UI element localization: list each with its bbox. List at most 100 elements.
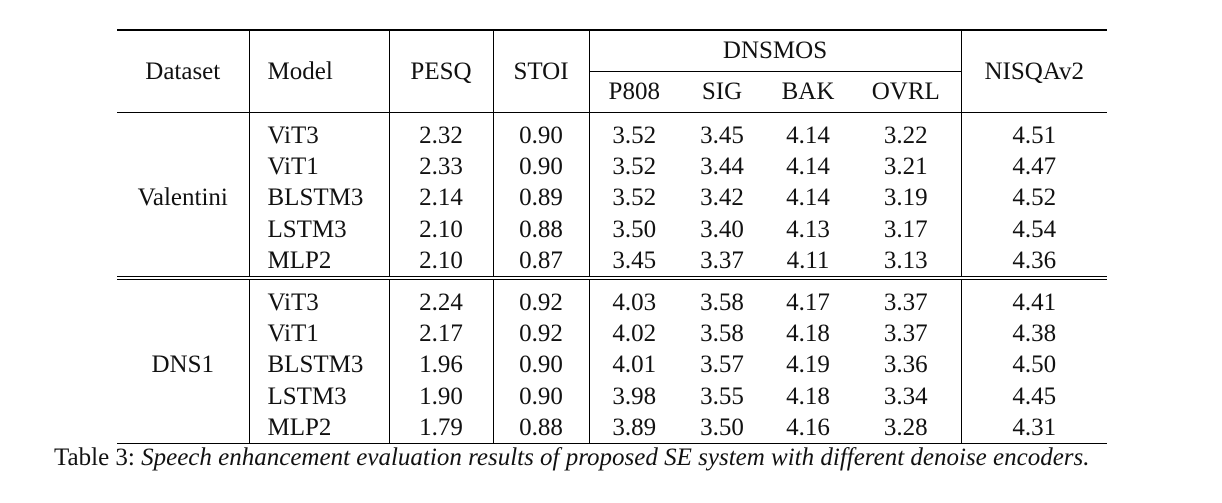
- nisqa-cell: 4.50: [960, 349, 1108, 381]
- nisqa-cell: 4.54: [960, 213, 1108, 245]
- ovrl-cell: 3.37: [883, 289, 928, 317]
- p808-cell: 3.52: [588, 151, 679, 183]
- ovrl-cell: 3.28: [883, 413, 928, 441]
- model-cell: ViT3: [248, 112, 389, 152]
- table-caption: Table 3: Speech enhancement evaluation r…: [54, 444, 1204, 472]
- caption-text: Speech enhancement evaluation results of…: [141, 444, 1090, 471]
- table-row: Valentini ViT3 2.32 0.90 3.52 3.45 4.14 3.22 4.5…: [117, 112, 1108, 280]
- bak-cell: 4.14: [786, 184, 830, 212]
- table-row: LSTM3 1.90 0.90 3.98 3.55 4.18 3.34 4.45: [117, 380, 1108, 412]
- pesq-cell: 2.24: [388, 277, 493, 319]
- pesq-cell: 2.17: [388, 318, 493, 350]
- stoi-cell: 0.90: [492, 380, 589, 412]
- model-cell: BLSTM3: [248, 349, 389, 381]
- table-row: BLSTM3 2.14 0.89 3.52 3.42 4.14 3.19 4.52: [117, 182, 1108, 214]
- stoi-cell: 0.92: [492, 277, 589, 319]
- bak-cell: 4.14: [786, 153, 830, 181]
- p808-cell: 3.98: [588, 380, 679, 412]
- model-cell: LSTM3: [248, 213, 389, 245]
- pesq-cell: 2.10: [388, 244, 493, 278]
- header-sig: SIG: [701, 78, 743, 105]
- nisqa-cell: 4.38: [960, 318, 1108, 350]
- table-header: Dataset Model PESQ STOI DNSMOS NISQAv2 P…: [117, 30, 1108, 113]
- table-row: ViT1 2.17 0.92 4.02 3.58 4.18 3.37 4.38: [117, 318, 1108, 350]
- stoi-cell: 0.90: [492, 112, 589, 152]
- table-row: MLP2 1.79 0.88 3.89 3.50 4.16 3.28 4.31: [117, 411, 1108, 444]
- pesq-cell: 1.79: [388, 411, 493, 444]
- p808-cell: 4.01: [588, 349, 679, 381]
- model-cell: BLSTM3: [248, 182, 389, 214]
- ovrl-cell: 3.13: [883, 246, 928, 274]
- sig-cell: 3.58: [700, 289, 744, 317]
- model-cell: ViT1: [248, 318, 389, 350]
- nisqa-cell: 4.31: [960, 411, 1108, 444]
- model-cell: LSTM3: [248, 380, 389, 412]
- table-row: BLSTM3 1.96 0.90 4.01 3.57 4.19 3.36 4.50: [117, 349, 1108, 381]
- table-row: MLP2 2.10 0.87 3.45 3.37 4.11 3.13 4.36: [117, 244, 1108, 278]
- p808-cell: 3.50: [588, 213, 679, 245]
- table-body: Valentini ViT3 2.32 0.90 3.52 3.45 4.14 3.22 4.5…: [117, 112, 1108, 444]
- header-bak: BAK: [781, 78, 835, 105]
- bak-cell: 4.19: [786, 351, 830, 379]
- header-model: Model: [248, 30, 389, 113]
- nisqa-cell: 4.52: [960, 182, 1108, 214]
- model-cell: ViT1: [248, 151, 389, 183]
- ovrl-cell: 3.37: [883, 320, 928, 348]
- stoi-cell: 0.90: [492, 151, 589, 183]
- stoi-cell: 0.89: [492, 182, 589, 214]
- pesq-cell: 2.32: [388, 112, 493, 152]
- dataset-cell: Valentini: [117, 112, 249, 280]
- results-table: Dataset Model PESQ STOI DNSMOS NISQAv2 P…: [117, 29, 1108, 444]
- sig-cell: 3.57: [700, 351, 744, 379]
- header-dnsmos: DNSMOS: [588, 30, 962, 72]
- bak-cell: 4.17: [786, 289, 830, 317]
- bak-cell: 4.18: [786, 382, 830, 410]
- bak-cell: 4.16: [786, 413, 830, 441]
- stoi-cell: 0.88: [492, 411, 589, 444]
- table-row: ViT1 2.33 0.90 3.52 3.44 4.14 3.21 4.47: [117, 151, 1108, 183]
- results-table-container: Dataset Model PESQ STOI DNSMOS NISQAv2 P…: [117, 29, 1108, 444]
- bak-cell: 4.13: [786, 215, 830, 243]
- nisqa-cell: 4.41: [960, 277, 1108, 319]
- caption-label: Table 3:: [54, 444, 142, 471]
- pesq-cell: 2.10: [388, 213, 493, 245]
- header-nisqa: NISQAv2: [960, 30, 1108, 113]
- p808-cell: 3.89: [588, 411, 679, 444]
- bak-cell: 4.14: [786, 122, 830, 150]
- ovrl-cell: 3.22: [883, 122, 928, 150]
- table-row: DNS1 ViT3 2.24 0.92 4.03 3.58 4.17 3.37 4.41: [117, 277, 1108, 444]
- sig-cell: 3.58: [700, 320, 744, 348]
- model-cell: MLP2: [248, 411, 389, 444]
- stoi-cell: 0.87: [492, 244, 589, 278]
- bak-cell: 4.18: [786, 320, 830, 348]
- model-cell: ViT3: [248, 277, 389, 319]
- pesq-cell: 1.96: [388, 349, 493, 381]
- nisqa-cell: 4.47: [960, 151, 1108, 183]
- p808-cell: 4.02: [588, 318, 679, 350]
- p808-cell: 3.52: [588, 112, 679, 152]
- sig-cell: 3.40: [700, 215, 744, 243]
- sig-cell: 3.50: [700, 413, 744, 441]
- sig-cell: 3.55: [700, 382, 744, 410]
- ovrl-cell: 3.19: [883, 184, 928, 212]
- header-dataset: Dataset: [117, 30, 249, 113]
- model-cell: MLP2: [248, 244, 389, 278]
- stoi-cell: 0.90: [492, 349, 589, 381]
- table-row: LSTM3 2.10 0.88 3.50 3.40 4.13 3.17 4.54: [117, 213, 1108, 245]
- nisqa-cell: 4.51: [960, 112, 1108, 152]
- nisqa-cell: 4.36: [960, 244, 1108, 278]
- bak-cell: 4.11: [786, 246, 830, 274]
- p808-cell: 3.52: [588, 182, 679, 214]
- header-pesq: PESQ: [388, 30, 493, 113]
- ovrl-cell: 3.17: [883, 215, 928, 243]
- stoi-cell: 0.92: [492, 318, 589, 350]
- sig-cell: 3.42: [700, 184, 744, 212]
- pesq-cell: 2.33: [388, 151, 493, 183]
- p808-cell: 4.03: [588, 277, 679, 319]
- pesq-cell: 2.14: [388, 182, 493, 214]
- ovrl-cell: 3.36: [883, 351, 928, 379]
- header-ovrl: OVRL: [871, 78, 940, 105]
- header-stoi: STOI: [492, 30, 589, 113]
- ovrl-cell: 3.34: [883, 382, 928, 410]
- p808-cell: 3.45: [588, 244, 679, 278]
